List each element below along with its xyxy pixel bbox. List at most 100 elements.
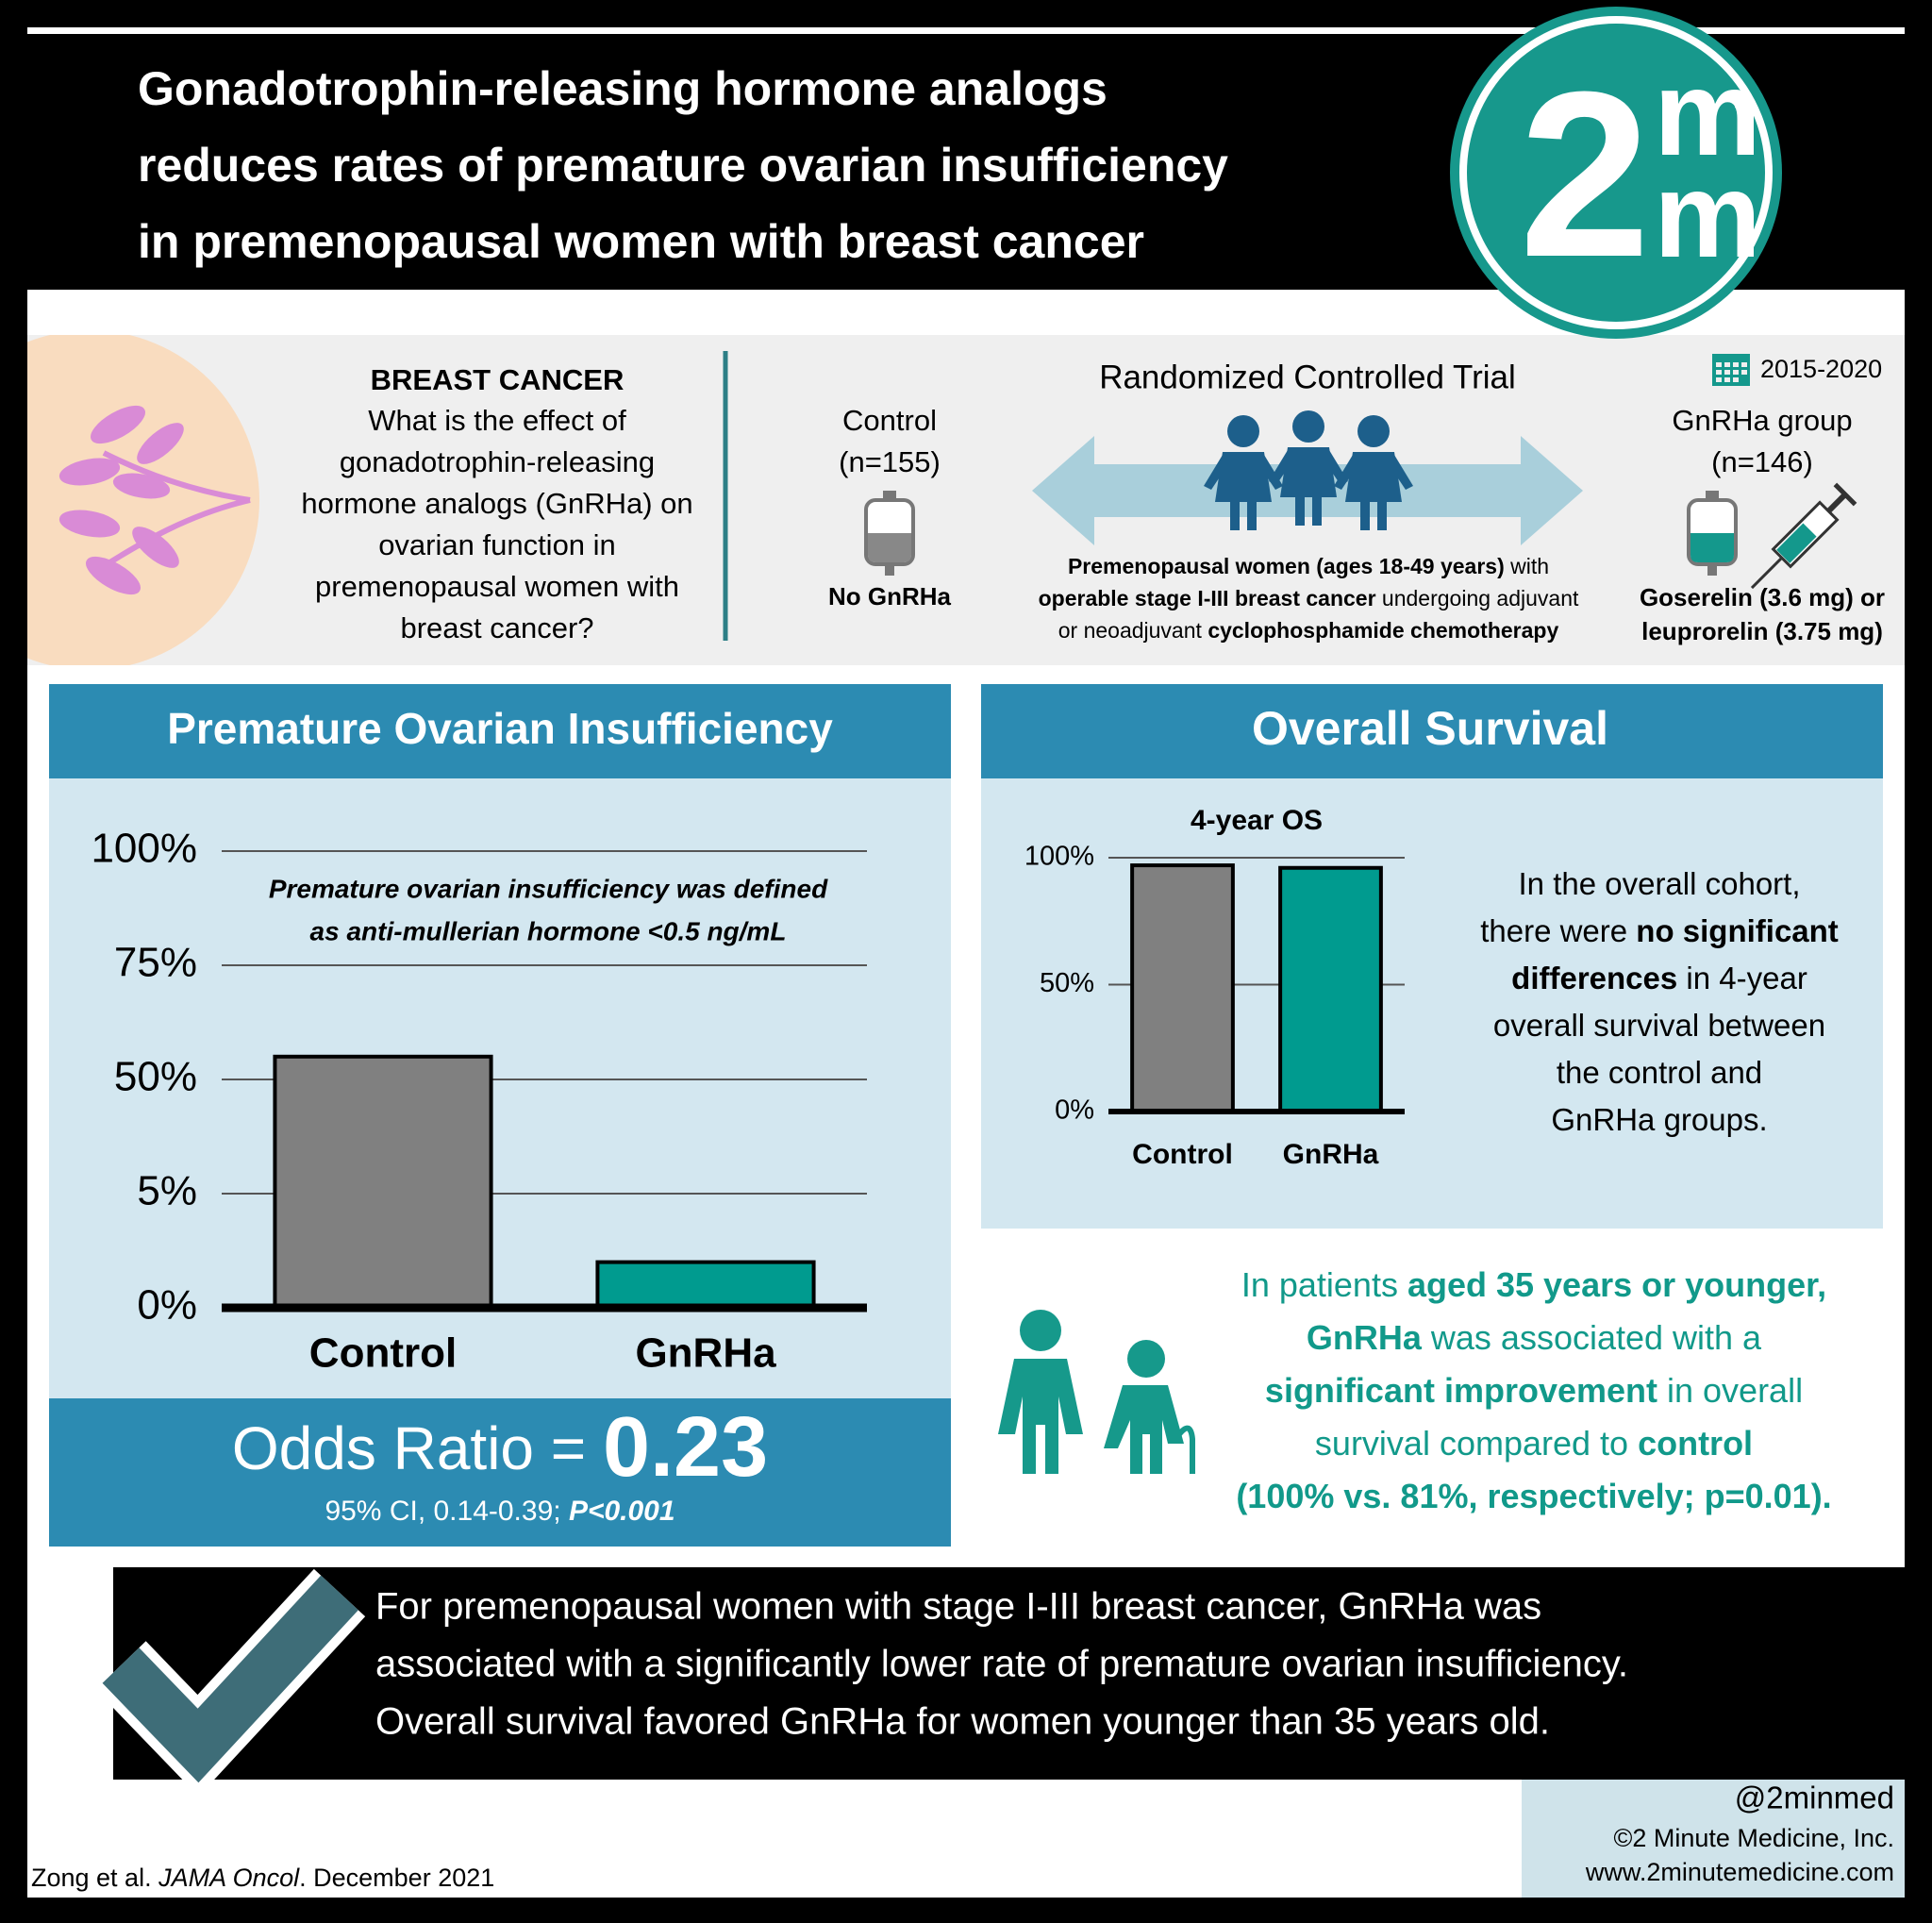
text-run: was associated with a xyxy=(1422,1318,1762,1357)
logo-digit: 2 xyxy=(1519,42,1650,306)
text-run: aged 35 years or younger, xyxy=(1407,1265,1826,1304)
iv-bag-icon xyxy=(864,491,915,576)
conclusion-line: For premenopausal women with stage I-III… xyxy=(375,1586,1541,1628)
bar xyxy=(273,1054,493,1311)
footer-copyright: ©2 Minute Medicine, Inc. xyxy=(1613,1824,1894,1852)
definition-line: Premature ovarian insufficiency was defi… xyxy=(269,874,828,903)
text-run: In the overall cohort, xyxy=(1519,866,1801,901)
logo xyxy=(1450,7,1782,339)
footer-handle: @2minmed xyxy=(1735,1781,1894,1815)
question-heading: BREAST CANCER xyxy=(371,363,625,396)
conclusion-line: Overall survival favored GnRHa for women… xyxy=(375,1701,1550,1743)
check-icon xyxy=(102,1575,358,1783)
y-tick-label: 5% xyxy=(137,1168,197,1214)
text-run: GnRHa groups. xyxy=(1551,1102,1767,1137)
text-run: no significant xyxy=(1636,913,1839,948)
question-line: premenopausal women with xyxy=(315,570,679,603)
question-line: breast cancer? xyxy=(400,611,593,644)
calendar-icon xyxy=(1712,354,1750,386)
title-line: in premenopausal women with breast cance… xyxy=(138,215,1144,268)
subgroup-line: GnRHa was associated with a xyxy=(1307,1318,1762,1357)
text-run: significant improvement xyxy=(1265,1371,1657,1410)
population-line: or neoadjuvant cyclophosphamide chemothe… xyxy=(1058,618,1559,643)
conclusion-box xyxy=(113,1567,1905,1780)
text-run: cyclophosphamide chemotherapy xyxy=(1208,618,1558,643)
text-run: . December 2021 xyxy=(299,1864,494,1892)
os-summary-line: the control and xyxy=(1557,1055,1762,1090)
text-run: overall survival between xyxy=(1493,1008,1825,1043)
bar xyxy=(595,1260,816,1310)
logo-m: m xyxy=(1654,46,1761,181)
text-run: survival compared to xyxy=(1315,1424,1638,1463)
subgroup-line: In patients aged 35 years or younger, xyxy=(1241,1265,1826,1304)
x-tick-label: Control xyxy=(1132,1139,1233,1170)
text-run: Premenopausal women (ages 18-49 years) xyxy=(1068,554,1505,578)
y-tick-label: 0% xyxy=(137,1282,197,1329)
footer-box xyxy=(1522,1780,1905,1898)
text-run: control xyxy=(1638,1424,1753,1463)
odds-ratio: Odds Ratio = 0.23 xyxy=(232,1400,768,1495)
treatment-drug: leuprorelin (3.75 mg) xyxy=(1641,617,1883,645)
bar xyxy=(1278,865,1383,1113)
text-run: GnRHa xyxy=(1307,1318,1423,1357)
chart-title: Premature Ovarian Insufficiency xyxy=(167,704,833,753)
question-line: What is the effect of xyxy=(368,404,626,437)
text-run: undergoing adjuvant xyxy=(1376,586,1579,610)
text-run: there were xyxy=(1480,913,1636,948)
text-run: 95% CI, 0.14-0.39; xyxy=(325,1496,569,1527)
question-line: gonadotrophin-releasing xyxy=(340,445,655,478)
breast-icon xyxy=(27,335,259,665)
subgroup-line: survival compared to control xyxy=(1315,1424,1753,1463)
bar xyxy=(1130,863,1235,1113)
population-line: Premenopausal women (ages 18-49 years) w… xyxy=(1068,554,1549,578)
subgroup-line: (100% vs. 81%, respectively; p=0.01). xyxy=(1236,1477,1831,1515)
os-header xyxy=(981,684,1883,778)
citation: Zong et al. JAMA Oncol. December 2021 xyxy=(31,1864,494,1892)
confidence-interval: 95% CI, 0.14-0.39; P<0.001 xyxy=(325,1496,675,1527)
text-run: (100% vs. 81%, respectively; p=0.01). xyxy=(1236,1477,1831,1515)
footer-url: www.2minutemedicine.com xyxy=(1585,1858,1894,1886)
os-heading: Overall Survival xyxy=(1252,702,1608,755)
text-run: P<0.001 xyxy=(569,1496,675,1527)
text-run: with xyxy=(1505,554,1549,578)
population-line: operable stage I-III breast cancer under… xyxy=(1039,586,1579,610)
poi-header xyxy=(49,684,951,778)
iv-bag-icon xyxy=(1687,491,1738,576)
odds-ratio-value: 0.23 xyxy=(603,1400,768,1495)
os-summary-line: there were no significant xyxy=(1480,913,1839,948)
text-run: the control and xyxy=(1557,1055,1762,1090)
treatment-label: GnRHa group xyxy=(1672,404,1852,437)
question-line: hormone analogs (GnRHa) on xyxy=(301,487,692,520)
logo-tm: ™ xyxy=(1732,100,1745,115)
control-label: Control xyxy=(842,404,937,437)
title-line: Gonadotrophin-releasing hormone analogs xyxy=(138,62,1108,115)
treatment-label: (n=146) xyxy=(1711,445,1813,478)
y-tick-label: 50% xyxy=(114,1054,197,1100)
trial-title: Randomized Controlled Trial xyxy=(1099,359,1516,395)
y-tick-label: 0% xyxy=(1055,1095,1094,1126)
logo-m: m xyxy=(1654,148,1761,283)
text-run: In patients xyxy=(1241,1265,1407,1304)
x-tick-label: Control xyxy=(309,1330,457,1377)
y-tick-label: 50% xyxy=(1040,968,1094,998)
odds-ratio-label: Odds Ratio = xyxy=(232,1414,603,1482)
os-summary-line: overall survival between xyxy=(1493,1008,1825,1043)
x-tick-label: GnRHa xyxy=(1283,1139,1379,1170)
treatment-drug: Goserelin (3.6 mg) or xyxy=(1640,583,1885,611)
text-run: or neoadjuvant xyxy=(1058,618,1208,643)
title-line: reduces rates of premature ovarian insuf… xyxy=(138,139,1228,192)
subgroup-people-icon xyxy=(998,1310,1195,1474)
text-run: Zong et al. xyxy=(31,1864,158,1892)
os-body xyxy=(981,778,1883,1229)
odds-box xyxy=(49,1398,951,1547)
text-run: JAMA Oncol xyxy=(158,1864,300,1892)
syringe-icon xyxy=(1750,482,1857,590)
control-treatment: No GnRHa xyxy=(828,582,952,610)
text-run: in 4-year xyxy=(1677,961,1807,995)
x-tick-label: GnRHa xyxy=(635,1330,776,1377)
subgroup-line: significant improvement in overall xyxy=(1265,1371,1803,1410)
os-summary-line: differences in 4-year xyxy=(1511,961,1807,995)
trial-dates: 2015-2020 xyxy=(1760,355,1882,383)
chart-title: 4-year OS xyxy=(1191,805,1323,836)
